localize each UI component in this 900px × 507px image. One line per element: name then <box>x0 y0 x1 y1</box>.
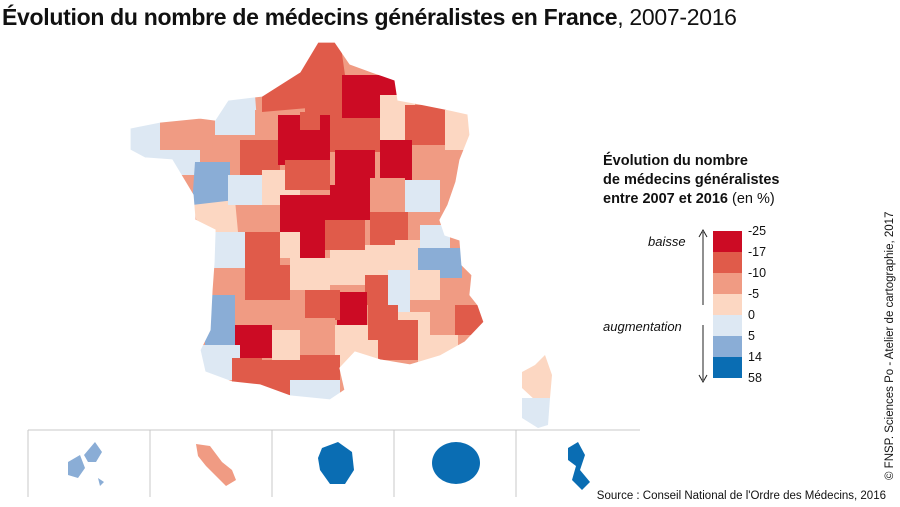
dept-mayenne <box>228 175 262 205</box>
dept-hautes-alpes <box>440 278 470 300</box>
source-text: Source : Conseil National de l'Ordre des… <box>596 490 886 502</box>
legend-title-line3: entre 2007 et 2016 (en %) <box>603 190 780 209</box>
dept-marne <box>330 118 380 152</box>
dept-cher <box>325 220 365 250</box>
dept-vosges <box>412 145 442 172</box>
legend-title: Évolution du nombre de médecins générali… <box>603 152 780 209</box>
dept-meuse <box>405 105 448 145</box>
dept-loire <box>388 270 410 312</box>
legend-title-line3-bold: entre 2007 et 2016 <box>603 191 728 207</box>
mayotte-shape <box>568 442 590 490</box>
dept-gard <box>378 320 418 360</box>
dept-gironde <box>205 295 235 348</box>
dept-charente <box>245 265 290 300</box>
dept-dordogne <box>265 300 305 330</box>
dept-alpes-de-haute-provence <box>430 300 458 330</box>
legend-break-label: 0 <box>748 308 755 322</box>
dept-yonne <box>335 150 375 188</box>
dept-haut-rhin <box>440 150 465 178</box>
dept-bas-rhin <box>445 110 475 150</box>
dept-cotes-d-armor <box>160 115 215 150</box>
title-main: Évolution du nombre de médecins générali… <box>2 4 618 30</box>
dept-pyrenees-atlantiques <box>200 345 240 380</box>
legend-title-unit: (en %) <box>731 191 775 207</box>
credit-text: © FNSP. Sciences Po - Atelier de cartogr… <box>884 211 896 480</box>
dept-loir-et-cher <box>280 195 330 232</box>
dept-nord <box>300 42 345 75</box>
guadeloupe-shape <box>68 442 104 486</box>
dept-lot-et-garonne <box>272 330 300 360</box>
legend-break-label: 58 <box>748 371 762 385</box>
dept-herault <box>340 340 378 368</box>
dept-maine-et-loire <box>238 205 280 232</box>
dept-correze <box>305 290 340 320</box>
dept-cantal <box>337 292 367 325</box>
overseas-frames <box>27 429 640 497</box>
dept-haute-saone <box>405 180 440 212</box>
dept-allier <box>365 245 395 275</box>
dept-manche <box>215 95 258 135</box>
martinique-shape <box>196 444 236 486</box>
legend-label-increase: augmentation <box>603 319 682 334</box>
legend-arrow <box>698 228 708 384</box>
dept-haute-vienne <box>290 258 330 290</box>
dept-haute-savoie <box>420 225 450 250</box>
legend-break-label: -5 <box>748 287 760 301</box>
legend-break-label: -10 <box>748 266 767 280</box>
dept-landes <box>235 325 272 358</box>
legend-break-label: 5 <box>748 329 755 343</box>
legend-swatch-1 <box>713 231 742 252</box>
dept-nievre <box>330 185 370 220</box>
territory-reunion <box>432 442 480 484</box>
dept-hautes-pyrenees <box>232 358 262 388</box>
title-suffix: , 2007-2016 <box>617 4 737 30</box>
legend-break-label: 14 <box>748 350 762 364</box>
dept-morbihan <box>150 150 200 175</box>
legend-title-line2: de médecins généralistes <box>603 172 780 188</box>
legend-title-line1: Évolution du nombre <box>603 153 748 169</box>
legend-swatch-5 <box>713 315 742 336</box>
dept-saone-et-loire <box>370 212 408 245</box>
dept-somme <box>305 75 342 118</box>
legend-break-label: -17 <box>748 245 767 259</box>
dept-creuse <box>330 250 365 285</box>
dept-lot <box>300 318 335 355</box>
dept-vienne <box>280 232 300 258</box>
guyane-shape <box>318 442 354 484</box>
territory-guadeloupe <box>68 442 104 486</box>
corsica <box>522 355 552 428</box>
dept-haute-marne <box>380 140 412 180</box>
legend-swatch-3 <box>713 273 742 294</box>
legend-swatch-6 <box>713 336 742 357</box>
dept-val-d-oise <box>300 112 320 130</box>
reunion-shape <box>432 442 480 484</box>
legend-label-decrease: baisse <box>648 234 686 249</box>
dept-vendee <box>210 232 245 270</box>
legend-swatch-7 <box>713 357 742 378</box>
dept-orne <box>240 140 280 178</box>
dept-isere <box>410 270 440 300</box>
legend-break-label: -25 <box>748 224 767 238</box>
territory-martinique <box>196 444 236 486</box>
territory-guyane <box>318 442 354 484</box>
page-title: Évolution du nombre de médecins générali… <box>2 2 737 32</box>
dept-cote-d-or <box>370 178 405 215</box>
dept-ille-et-vilaine <box>192 162 230 205</box>
legend-swatch-4 <box>713 294 742 315</box>
mainland-france <box>130 42 484 400</box>
legend-swatch-2 <box>713 252 742 273</box>
dept-pyrenees-orientales <box>290 380 340 400</box>
dept-eure-et-loir <box>285 160 330 190</box>
territory-mayotte <box>568 442 590 490</box>
dept-puy-de-dome <box>365 275 395 305</box>
dept-deux-sevres <box>245 232 280 268</box>
france-outline <box>129 41 485 401</box>
